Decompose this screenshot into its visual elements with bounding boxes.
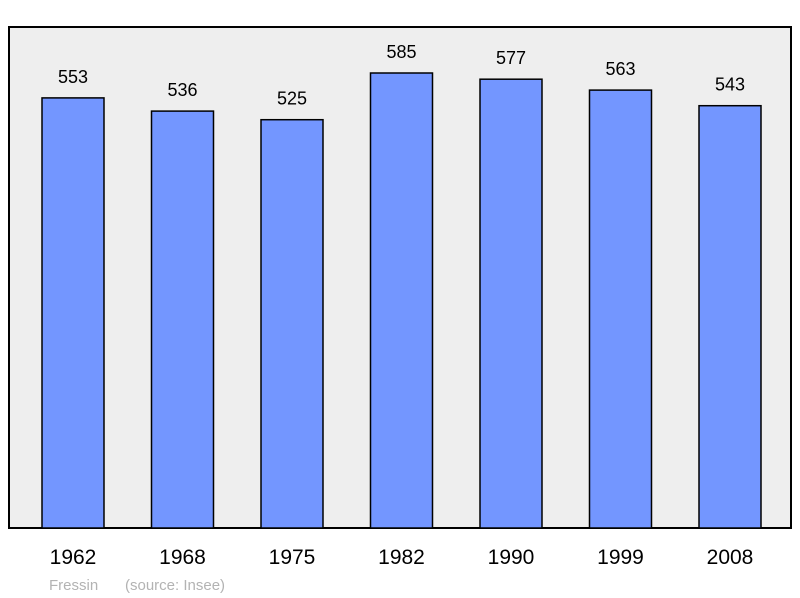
value-label-1999: 563 bbox=[605, 59, 635, 79]
x-tick-labels-group: 1962 1968 1975 1982 1990 1999 2008 bbox=[50, 546, 754, 569]
value-label-1962: 553 bbox=[58, 67, 88, 87]
value-label-2008: 543 bbox=[715, 75, 745, 95]
bar-1975 bbox=[260, 118, 324, 529]
x-tick-label-1990: 1990 bbox=[488, 546, 535, 569]
bars-group bbox=[41, 72, 762, 529]
bar-2008 bbox=[698, 104, 762, 529]
x-tick-label-1982: 1982 bbox=[378, 546, 425, 569]
bar-1962 bbox=[41, 97, 105, 529]
bar-1982 bbox=[369, 72, 434, 529]
bar-1968 bbox=[150, 110, 215, 529]
place-name: Fressin bbox=[49, 577, 98, 594]
value-label-1975: 525 bbox=[277, 89, 307, 109]
value-label-1990: 577 bbox=[496, 48, 526, 68]
bar-1990 bbox=[479, 78, 543, 529]
bar-1999 bbox=[588, 89, 653, 529]
x-tick-label-2008: 2008 bbox=[707, 546, 754, 569]
value-labels-group: 553 536 525 585 577 563 543 bbox=[58, 42, 745, 109]
x-tick-label-1962: 1962 bbox=[50, 546, 97, 569]
x-tick-label-1999: 1999 bbox=[597, 546, 644, 569]
value-label-1968: 536 bbox=[167, 80, 197, 100]
value-label-1982: 585 bbox=[386, 42, 416, 62]
source-note: (source: Insee) bbox=[125, 577, 225, 594]
x-tick-label-1968: 1968 bbox=[159, 546, 206, 569]
x-tick-label-1975: 1975 bbox=[269, 546, 316, 569]
